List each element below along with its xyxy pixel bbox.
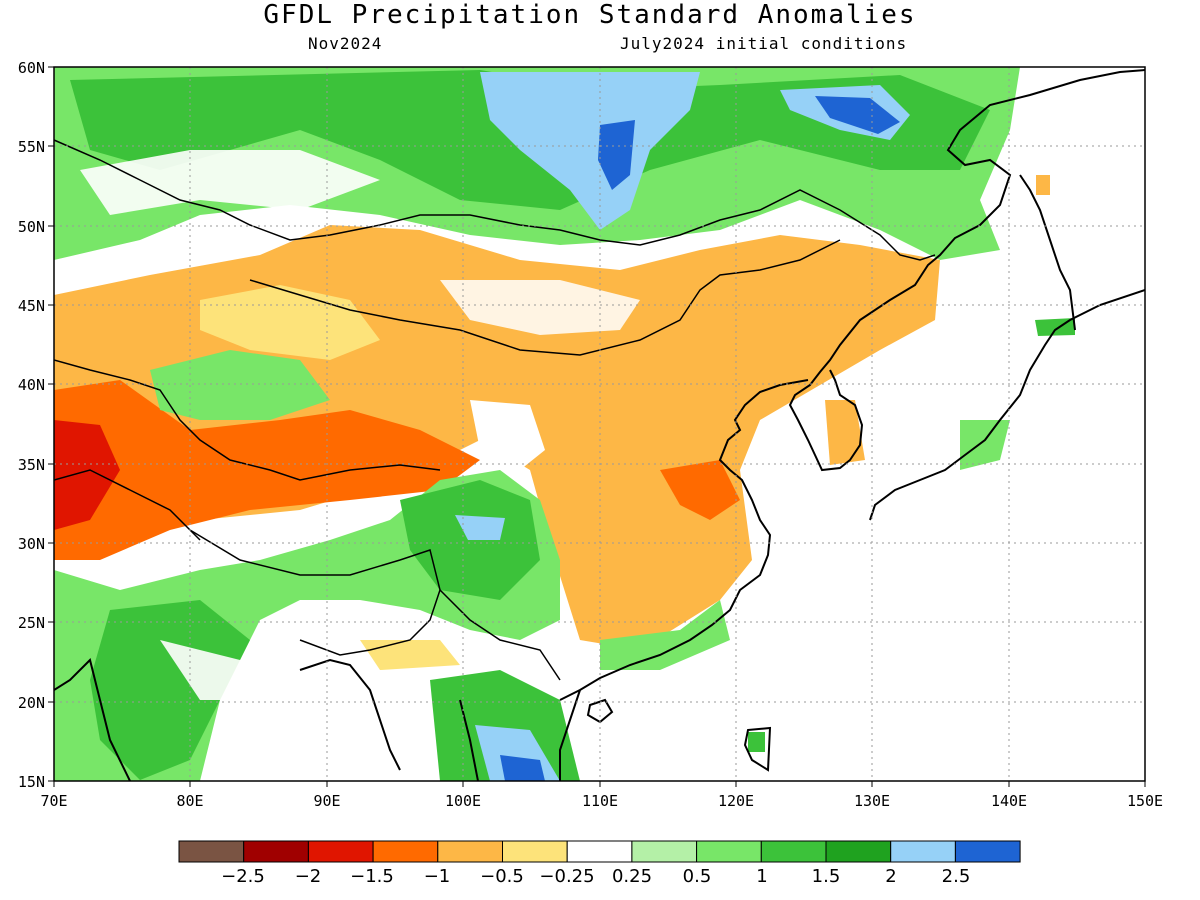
korea-orange <box>825 400 865 465</box>
lat-label: 55N <box>18 138 45 156</box>
colorbar-swatch <box>307 840 374 863</box>
lat-label: 25N <box>18 614 45 632</box>
colorbar-labels: −2.5 −2 −1.5 −1 −0.5 −0.25 0.25 0.5 1 1.… <box>221 866 970 887</box>
lat-label: 20N <box>18 694 45 712</box>
baikal-blue <box>480 72 700 230</box>
lon-label: 100E <box>445 792 481 810</box>
mongolia-white-gap <box>440 280 640 335</box>
colorbar-label: 2 <box>885 866 896 887</box>
lon-label: 110E <box>582 792 618 810</box>
baikal-deep-blue <box>598 120 635 190</box>
lon-label: 80E <box>176 792 203 810</box>
lat-label: 15N <box>18 773 45 791</box>
indochina-deep-blue <box>500 755 545 781</box>
lon-label: 70E <box>40 792 67 810</box>
init-conditions-label: July2024 initial conditions <box>620 34 908 53</box>
colorbar-swatch <box>178 840 245 863</box>
japan-green <box>960 420 1010 470</box>
lat-labels: 60N 55N 50N 45N 40N 35N 30N 25N 20N 15N <box>18 59 45 791</box>
colorbar-label: 1 <box>756 866 767 887</box>
colorbar-swatch <box>890 840 956 863</box>
colorbar-swatch <box>566 840 633 863</box>
colorbar-swatch <box>502 840 568 863</box>
lat-label: 40N <box>18 376 45 394</box>
colorbar-label: 1.5 <box>812 866 841 887</box>
east-china-orange <box>660 460 740 520</box>
colorbar-label: −2 <box>295 866 322 887</box>
colorbar-swatch <box>372 840 439 863</box>
taiwan-green <box>748 732 765 752</box>
colorbar-swatch <box>437 840 503 863</box>
valid-month-label: Nov2024 <box>308 34 383 53</box>
south-white-gaps <box>160 640 250 700</box>
north-white-gap <box>80 150 380 215</box>
colorbar-label: −1 <box>424 866 451 887</box>
lat-label: 60N <box>18 59 45 77</box>
colorbar <box>178 840 1021 863</box>
northeast-deep-blue <box>815 96 900 134</box>
sakhalin-orange <box>1036 175 1050 195</box>
lon-labels: 70E 80E 90E 100E 110E 120E 130E 140E 150… <box>40 792 1163 810</box>
southeast-green <box>600 600 730 670</box>
lat-label: 30N <box>18 535 45 553</box>
colorbar-swatch <box>696 840 762 863</box>
lon-label: 90E <box>313 792 340 810</box>
lon-label: 150E <box>1127 792 1163 810</box>
colorbar-swatch <box>243 840 309 863</box>
colorbar-label: −2.5 <box>221 866 265 887</box>
colorbar-label: −0.5 <box>480 866 524 887</box>
colorbar-swatch <box>825 840 892 863</box>
lon-label: 130E <box>854 792 890 810</box>
india-green-core <box>90 600 250 780</box>
colorbar-swatch <box>954 840 1021 863</box>
central-white-gap <box>470 400 545 470</box>
lon-label: 140E <box>991 792 1027 810</box>
lon-label: 120E <box>718 792 754 810</box>
tarim-green <box>150 350 330 420</box>
anomaly-field <box>54 67 1145 781</box>
colorbar-swatch <box>631 840 698 863</box>
west-red-core <box>54 420 120 530</box>
country-borders <box>54 139 936 681</box>
map-title: GFDL Precipitation Standard Anomalies <box>263 0 917 30</box>
sichuan-blue <box>455 515 505 540</box>
lat-label: 45N <box>18 297 45 315</box>
colorbar-swatch <box>760 840 827 863</box>
graticule <box>54 67 1145 781</box>
tick-marks <box>48 66 1146 787</box>
colorbar-label: 0.25 <box>612 866 652 887</box>
colorbar-label: −0.25 <box>539 866 594 887</box>
lat-label: 35N <box>18 456 45 474</box>
dry-light-patches <box>200 285 380 360</box>
coastline <box>54 69 1145 781</box>
lat-label: 50N <box>18 218 45 236</box>
colorbar-label: −1.5 <box>350 866 394 887</box>
colorbar-label: 2.5 <box>942 866 971 887</box>
colorbar-label: 0.5 <box>683 866 712 887</box>
northern-india-yellow <box>360 640 460 670</box>
